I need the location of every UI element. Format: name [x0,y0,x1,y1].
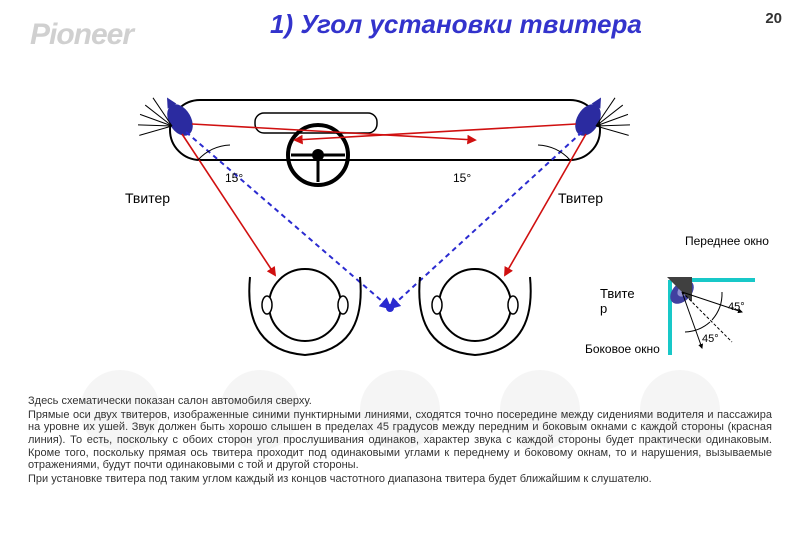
svg-text:Боковое окно: Боковое окно [585,342,660,356]
body-p3: При установке твитера под таким углом ка… [28,473,772,486]
svg-text:р: р [600,301,607,316]
svg-text:Твите: Твите [600,286,635,301]
diagram-svg: Твитер Твитер 15° 15° Переднее окно Боковое о… [30,80,770,370]
page-title: 1) Угол установки твитера [270,10,690,39]
svg-text:45°: 45° [728,301,745,313]
svg-text:45°: 45° [702,333,719,345]
logo: Pioneer [30,18,133,52]
svg-text:15°: 15° [453,171,471,185]
svg-text:Твитер: Твитер [558,190,603,206]
svg-text:Переднее окно: Переднее окно [685,234,769,248]
diagram-area: Твитер Твитер 15° 15° Переднее окно Боковое о… [30,80,770,370]
body-text: Здесь схематически показан салон автомоб… [28,395,772,486]
svg-text:15°: 15° [225,171,243,185]
body-p2: Прямые оси двух твитеров, изображенные с… [28,409,772,472]
svg-text:Твитер: Твитер [125,190,170,206]
page-number: 20 [765,10,782,27]
body-p1: Здесь схематически показан салон автомоб… [28,395,772,408]
